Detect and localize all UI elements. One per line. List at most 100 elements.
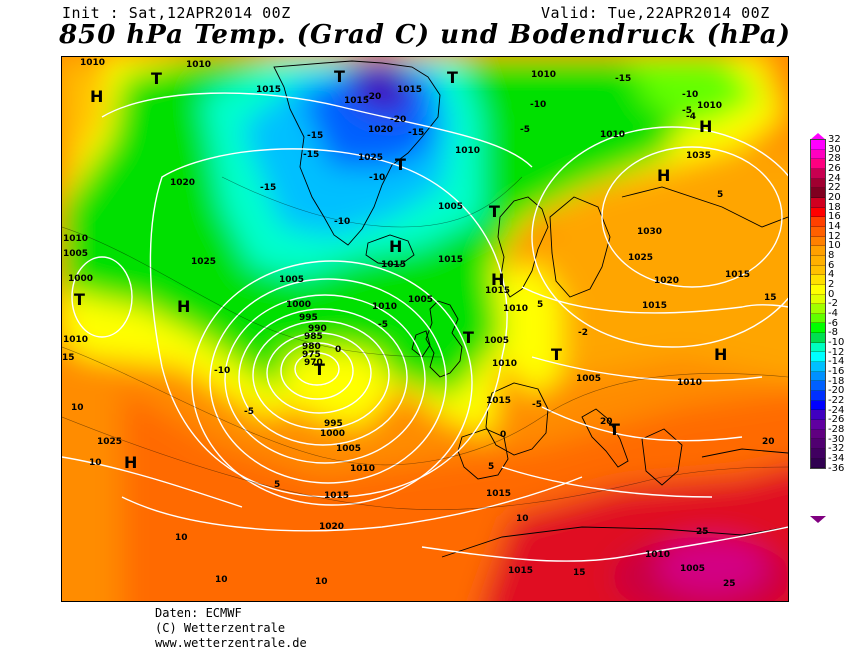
- low-pressure-marker: T: [74, 290, 85, 309]
- legend-tick-label: 4: [828, 269, 835, 281]
- legend-tick-label: 12: [828, 230, 841, 242]
- legend-swatch: [811, 400, 825, 411]
- temp-label: 0: [500, 430, 506, 440]
- coast-iceland: [365, 234, 415, 266]
- isobar-label: 1020: [654, 276, 679, 286]
- legend-tick-label: 16: [828, 211, 841, 223]
- coast-spain: [457, 428, 509, 480]
- legend-swatch: [811, 207, 825, 218]
- isobar-label: 1015: [508, 566, 533, 576]
- high-pressure-marker: H: [714, 345, 727, 364]
- legend-swatch: [811, 226, 825, 237]
- isobar-label: 975: [302, 350, 321, 360]
- legend-swatch: [811, 391, 825, 401]
- map-canvas: 1010 1010 1015 1015 1015 1020 1020 1025 …: [62, 57, 788, 601]
- low-pressure-marker: T: [151, 69, 162, 88]
- isobar-label: 1010: [697, 101, 722, 111]
- temp-label: -2: [578, 328, 588, 338]
- isobar-label: 995: [299, 313, 318, 323]
- legend-tick-label: -28: [828, 424, 845, 436]
- isobar-1025-sw: [62, 456, 243, 508]
- legend-tick-label: 8: [828, 250, 835, 262]
- legend-swatch: [811, 313, 825, 324]
- legend-tick-label: 2: [828, 279, 835, 291]
- low-pressure-marker: T: [395, 155, 406, 174]
- temp-label: 20: [762, 437, 775, 447]
- isobar-990: [238, 308, 408, 446]
- legend-tick-label: 22: [828, 182, 841, 194]
- legend-tick-label: -26: [828, 414, 845, 426]
- isobar-label: 1015: [256, 85, 281, 95]
- isobar-1010-west: [149, 148, 508, 498]
- credits-data-source: Daten: ECMWF: [155, 606, 242, 620]
- legend-swatch: [811, 449, 825, 459]
- legend-swatch: [811, 197, 825, 208]
- coast-iberia-france: [485, 382, 549, 456]
- legend-swatch: [811, 246, 825, 256]
- temp-label: -20: [390, 115, 406, 125]
- legend-tick-label: 26: [828, 163, 841, 174]
- legend-tick-label: 28: [828, 153, 841, 165]
- credits-website[interactable]: www.wetterzentrale.de: [155, 636, 307, 650]
- temp-zone-low-yellow: [282, 347, 392, 427]
- isobar-1035: [601, 146, 783, 288]
- isobar-label: 1030: [637, 227, 662, 237]
- temp-label: -10: [530, 100, 546, 110]
- temp-zone-darkblue: [342, 57, 412, 117]
- isobar-1010-east: [541, 406, 743, 442]
- temp-label: 10: [89, 458, 102, 468]
- isobar-1015-africa: [421, 526, 788, 562]
- temp-label: -15: [408, 128, 424, 138]
- legend-swatch: [811, 284, 825, 295]
- isobar-label: 1010: [63, 234, 88, 244]
- isobar-label: 1005: [438, 202, 463, 212]
- isobar-label: 1010: [80, 58, 105, 68]
- legend-tick-label: -10: [828, 337, 845, 349]
- isobar-1005: [191, 260, 473, 506]
- temp-label: 15: [764, 293, 777, 303]
- high-pressure-marker: H: [90, 87, 103, 106]
- isobar-1020-east: [521, 286, 788, 314]
- legend-swatch: [811, 149, 825, 160]
- isobar-label: 1005: [576, 374, 601, 384]
- isobar-label: 1025: [358, 153, 383, 163]
- coast-russia-north: [621, 186, 788, 228]
- isobar-label: 1015: [725, 270, 750, 280]
- temp-label: 5: [537, 300, 543, 310]
- temp-label: -5: [244, 407, 254, 417]
- isobar-label: 1005: [336, 444, 361, 454]
- low-pressure-marker: T: [447, 68, 458, 87]
- legend-tick-label: 32: [828, 134, 841, 145]
- pressure-centers: H H H H H H H H T T T T T T T T T T: [74, 67, 727, 472]
- legend-tick-label: -18: [828, 375, 845, 387]
- isobar-label: 1020: [319, 522, 344, 532]
- temp-label: -10: [369, 173, 385, 183]
- isobar-970: [294, 352, 340, 386]
- coast-italy: [581, 408, 629, 468]
- legend-top-arrow: [810, 133, 826, 140]
- isobar-975: [280, 342, 354, 400]
- isotherms: [62, 176, 788, 510]
- isobar-1015-east: [531, 356, 763, 382]
- isobar-label: 1015: [485, 286, 510, 296]
- weather-map[interactable]: 1010 1010 1015 1015 1015 1020 1020 1025 …: [61, 56, 789, 602]
- isobar-label: 1010: [492, 359, 517, 369]
- legend-swatch: [811, 429, 825, 440]
- legend-swatch: [811, 362, 825, 372]
- legend-swatch: [811, 323, 825, 334]
- chart-title: 850 hPa Temp. (Grad C) und Bodendruck (h…: [59, 20, 791, 50]
- temp-label: -15: [615, 74, 631, 84]
- isobar-980: [266, 332, 372, 414]
- temp-label: 10: [215, 575, 228, 585]
- isobar-label: 970: [304, 358, 323, 368]
- isobar-label: 1025: [628, 253, 653, 263]
- isobar-1000-west: [71, 256, 133, 338]
- legend-tick-label: -32: [828, 443, 845, 455]
- valid-time: Valid: Tue,22APR2014 00Z: [541, 4, 770, 22]
- legend-tick-label: 30: [828, 143, 841, 155]
- legend-tick-label: -4: [828, 308, 838, 320]
- temp-label: 10: [516, 514, 529, 524]
- legend-swatch: [811, 333, 825, 343]
- temp-label: 5: [274, 480, 280, 490]
- legend-tick-label: -6: [828, 317, 838, 329]
